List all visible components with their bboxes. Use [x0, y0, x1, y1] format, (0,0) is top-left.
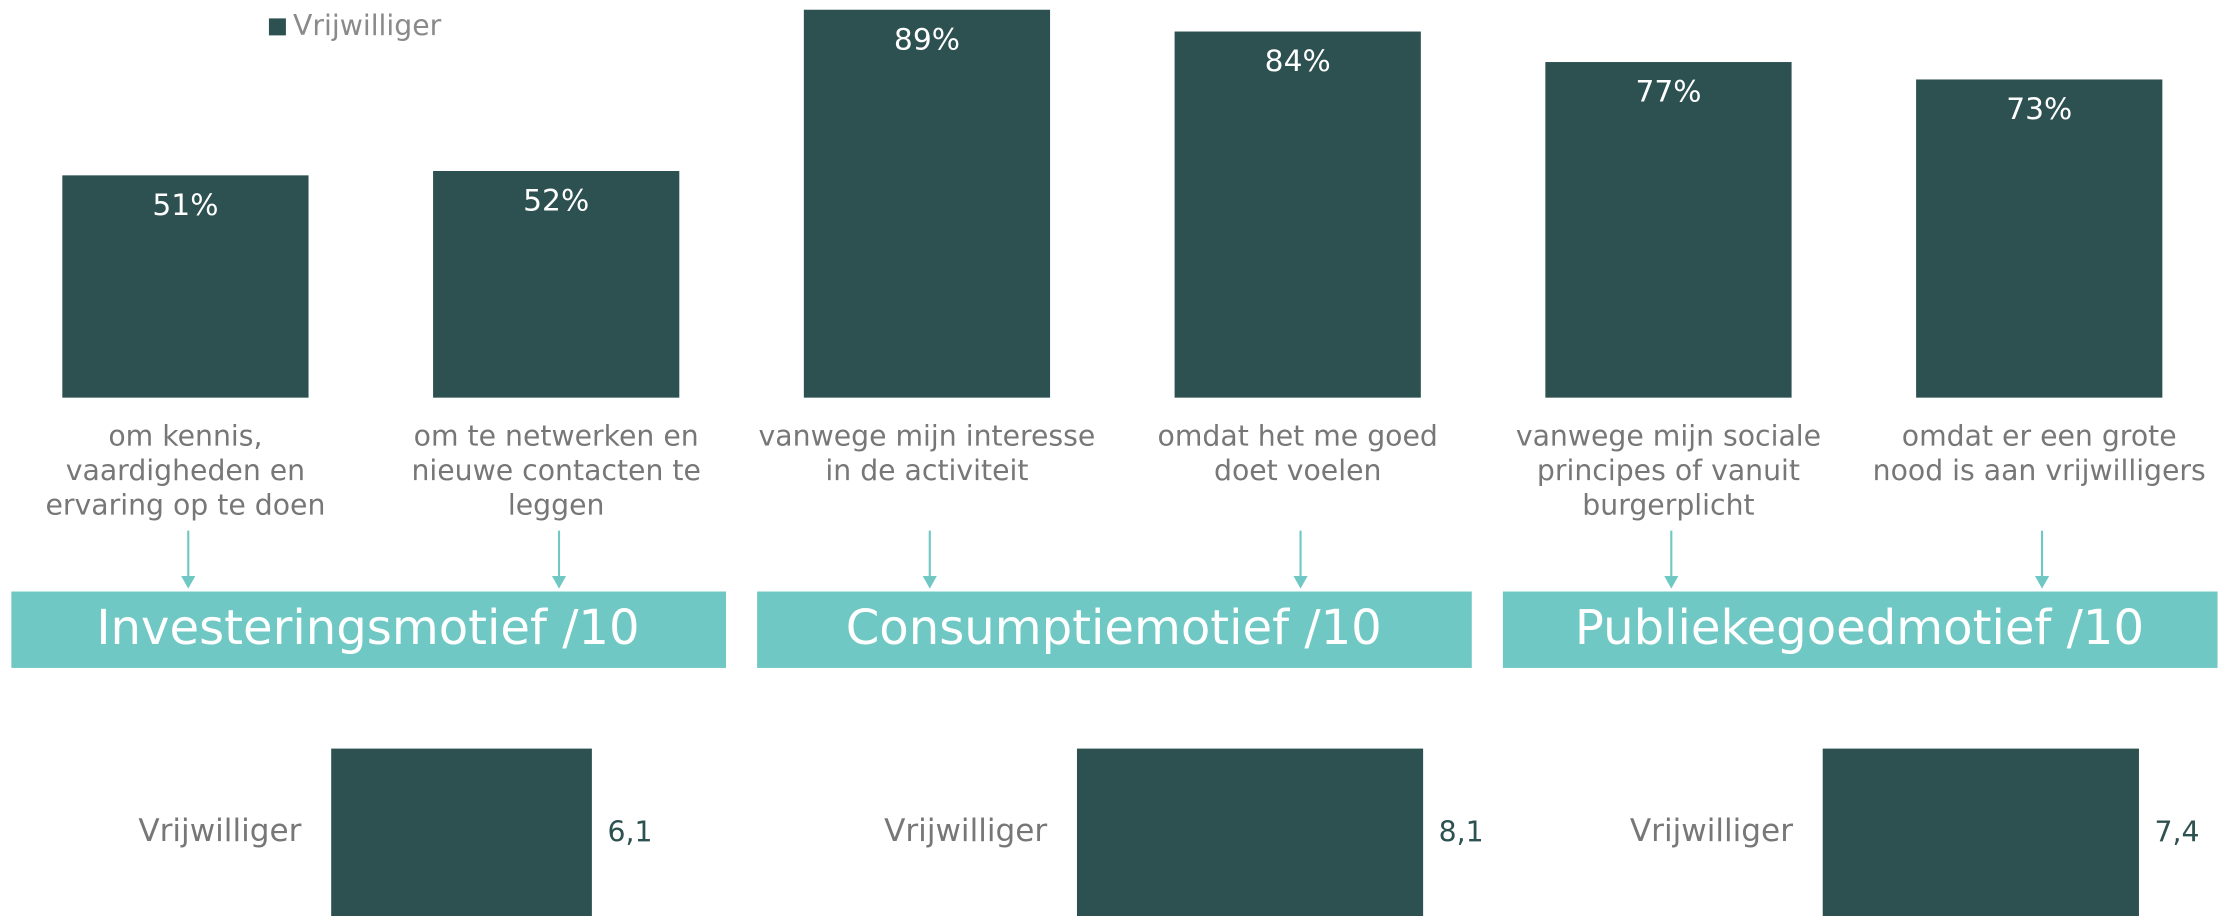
- arrow-head: [922, 575, 937, 589]
- bar: [1174, 31, 1421, 398]
- arrow-head: [2034, 575, 2050, 589]
- value-label: 6,1: [607, 815, 652, 848]
- category-label: Vrijwilliger: [138, 813, 301, 849]
- motive-band: [11, 591, 727, 668]
- value-label: 7,4: [2155, 815, 2200, 848]
- value-label: 8,1: [1439, 815, 1484, 848]
- category-line: doet voelen: [1214, 454, 1381, 487]
- arrow-head: [181, 575, 196, 589]
- category-line: om te netwerken en: [414, 419, 699, 452]
- arrow-head: [1293, 575, 1308, 589]
- motive-band: [1502, 591, 2218, 668]
- category-label: Vrijwilliger: [1630, 813, 1793, 849]
- category-line: in de activiteit: [825, 454, 1028, 487]
- value-label: 73%: [2006, 92, 2072, 127]
- category-label: om te netwerken en nieuwe contacten te leg…: [411, 419, 700, 521]
- bar: [1076, 748, 1424, 916]
- category-label: vanwege mijn interesse in de activiteit: [759, 419, 1096, 487]
- motive-band: [757, 591, 1472, 668]
- category-line: nood is aan vrijwilligers: [1873, 454, 2206, 487]
- value-label: 52%: [523, 184, 589, 219]
- motive-title: Consumptiemotief /10: [846, 600, 1382, 656]
- bar: [62, 175, 309, 398]
- category-line: om kennis,: [108, 419, 262, 452]
- category-label: om kennis, vaardigheden en ervaring op te …: [45, 419, 325, 521]
- bar: [1916, 79, 2163, 398]
- category-line: vanwege mijn sociale: [1516, 419, 1821, 452]
- bar: [433, 171, 680, 398]
- legend-swatch: [268, 18, 286, 36]
- value-label: 51%: [152, 188, 218, 223]
- value-label: 77%: [1635, 75, 1701, 110]
- category-line: leggen: [508, 489, 605, 522]
- category-label: Vrijwilliger: [884, 813, 1047, 849]
- bar: [1545, 62, 1792, 398]
- value-label: 89%: [894, 22, 960, 57]
- value-label: 84%: [1265, 44, 1331, 79]
- category-label: vanwege mijn sociale principes of vanuit b…: [1516, 419, 1821, 521]
- arrow-head: [1664, 575, 1679, 589]
- category-label: omdat het me goed doet voelen: [1158, 419, 1438, 487]
- legend-label: Vrijwilliger: [293, 9, 442, 42]
- category-line: omdat er een grote: [1902, 419, 2177, 452]
- bar: [803, 9, 1051, 398]
- category-line: ervaring op te doen: [45, 489, 325, 522]
- category-line: burgerplicht: [1582, 489, 1754, 522]
- category-line: omdat het me goed: [1158, 419, 1438, 452]
- bar: [1822, 748, 2139, 916]
- motive-title: Investeringsmotief /10: [96, 600, 639, 656]
- category-line: vaardigheden en: [66, 454, 305, 487]
- category-line: principes of vanuit: [1537, 454, 1800, 487]
- arrow-head: [551, 575, 567, 589]
- category-line: nieuwe contacten te: [411, 454, 700, 487]
- bar: [331, 748, 592, 916]
- category-line: vanwege mijn interesse: [759, 419, 1096, 452]
- category-label: omdat er een grote nood is aan vrijwillig…: [1873, 419, 2206, 487]
- motive-title: Publiekegoedmotief /10: [1575, 600, 2144, 656]
